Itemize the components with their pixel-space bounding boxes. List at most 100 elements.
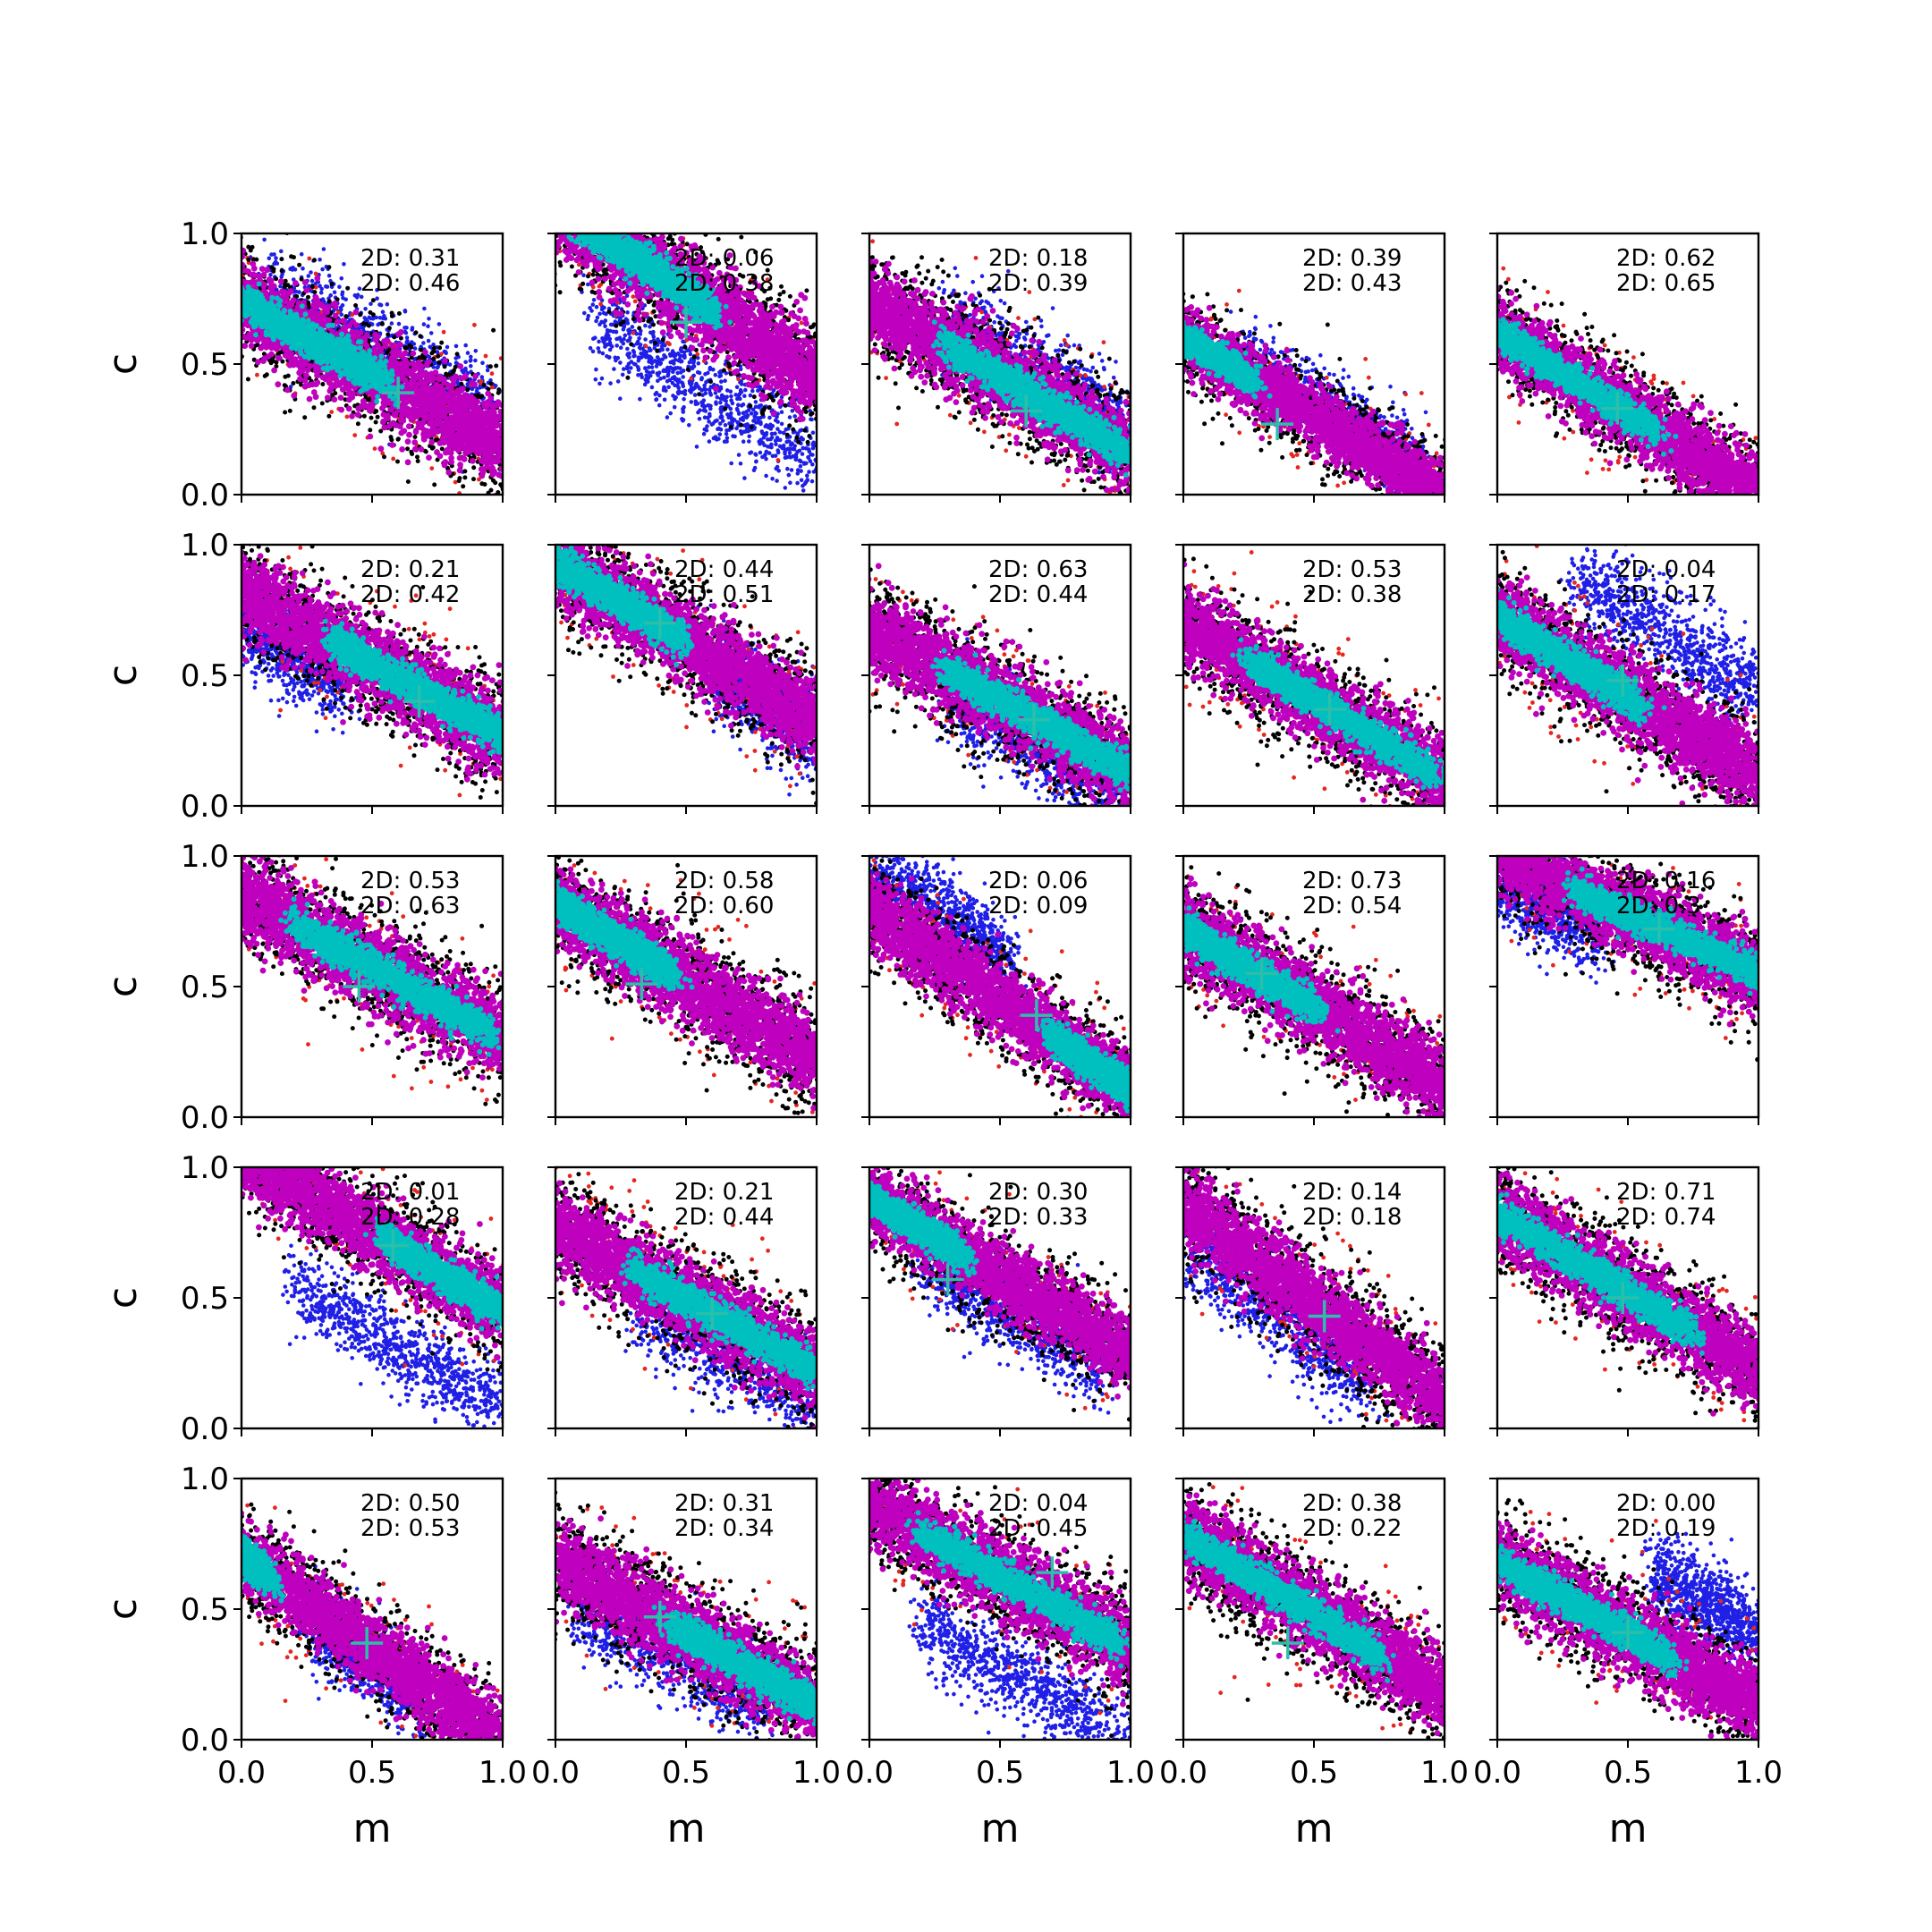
x-axis-label: m	[1295, 1806, 1334, 1852]
x-tick-label: 1.0	[1420, 1755, 1469, 1791]
x-tick-label: 0.5	[662, 1755, 710, 1791]
annotation-line-1: 2D: 0.31	[360, 245, 460, 272]
annotation-line-2: 2D: 0.19	[1616, 1515, 1716, 1542]
annotation-line-1: 2D: 0.30	[988, 1179, 1088, 1206]
series-cyan	[1230, 637, 1450, 790]
annotation-line-2: 2D: 0.38	[674, 270, 774, 297]
x-axis-label: m	[981, 1806, 1020, 1852]
annotation-line-1: 2D: 0.00	[1616, 1490, 1716, 1517]
annotation-line-1: 2D: 0.21	[360, 556, 460, 583]
y-tick-label: 1.0	[181, 216, 229, 252]
y-axis-label: c	[100, 976, 146, 997]
data-points	[529, 98, 845, 510]
annotation-line-1: 2D: 0.50	[360, 1490, 460, 1517]
x-tick-label: 0.5	[1290, 1755, 1338, 1791]
annotation-line-1: 2D: 0.62	[1616, 245, 1716, 272]
y-tick-label: 0.0	[181, 1411, 229, 1447]
annotation-line-2: 2D: 0.42	[360, 581, 460, 608]
annotation-line-1: 2D: 0.06	[988, 868, 1088, 894]
x-tick-label: 1.0	[1734, 1755, 1783, 1791]
annotation-line-2: 2D: 0.22	[1302, 1515, 1402, 1542]
annotation-line-2: 2D: 0.74	[1616, 1204, 1716, 1231]
annotation-line-1: 2D: 0.01	[360, 1179, 460, 1206]
y-tick-label: 0.5	[181, 658, 229, 694]
y-tick-label: 0.5	[181, 1281, 229, 1317]
x-tick-label: 0.5	[976, 1755, 1024, 1791]
data-points	[1158, 1101, 1479, 1520]
annotation-line-2: 2D: 0.39	[988, 270, 1088, 297]
annotation-line-2: 2D: 0.34	[674, 1515, 774, 1542]
annotation-line-1: 2D: 0.73	[1302, 868, 1402, 894]
annotation-line-1: 2D: 0.16	[1616, 868, 1716, 894]
annotation-line-2: 2D: 0.44	[674, 1204, 774, 1231]
annotation-line-1: 2D: 0.39	[1302, 245, 1402, 272]
annotation-line-2: 2D: 0.54	[1302, 893, 1402, 919]
data-points	[835, 1429, 1160, 1787]
data-points	[841, 1131, 1161, 1436]
annotation-line-1: 2D: 0.58	[674, 868, 774, 894]
annotation-line-2: 2D: 0.18	[1302, 1204, 1402, 1231]
annotation-line-2: 2D: 0.43	[1302, 270, 1402, 297]
x-axis-label: m	[1609, 1806, 1648, 1852]
y-tick-label: 0.0	[181, 789, 229, 825]
annotation-line-2: 2D: 0.09	[988, 893, 1088, 919]
data-points	[216, 1079, 533, 1449]
x-tick-label: 0.0	[1159, 1755, 1208, 1791]
x-tick-label: 1.0	[479, 1755, 527, 1791]
y-tick-label: 1.0	[181, 839, 229, 875]
annotation-line-2: 2D: 0.60	[674, 893, 774, 919]
x-tick-label: 0.5	[1604, 1755, 1652, 1791]
annotation-line-2: 2D: 0.33	[988, 1204, 1088, 1231]
y-axis-label: c	[100, 1287, 146, 1309]
data-points	[1462, 1080, 1806, 1470]
annotation-line-2: 2D: 0.17	[1616, 581, 1716, 608]
y-tick-label: 1.0	[181, 1150, 229, 1186]
annotation-line-2: 2D: 0.45	[988, 1515, 1088, 1542]
x-tick-label: 0.5	[348, 1755, 396, 1791]
y-tick-label: 0.0	[181, 1100, 229, 1136]
annotation-line-1: 2D: 0.53	[360, 868, 460, 894]
annotation-line-1: 2D: 0.71	[1616, 1179, 1716, 1206]
annotation-line-2: 2D: 0.46	[360, 270, 460, 297]
annotation-line-1: 2D: 0.04	[1616, 556, 1716, 583]
annotation-line-2: 2D: 0.38	[1302, 581, 1402, 608]
y-tick-label: 0.5	[181, 1592, 229, 1628]
x-tick-label: 0.0	[845, 1755, 894, 1791]
y-tick-label: 1.0	[181, 1462, 229, 1497]
y-tick-label: 1.0	[181, 528, 229, 564]
data-points	[1471, 256, 1788, 565]
annotation-line-2: 2D: 0.53	[360, 1515, 460, 1542]
y-tick-label: 0.5	[181, 347, 229, 383]
annotation-line-2: 2D: 0.3	[1616, 893, 1701, 919]
x-tick-label: 0.0	[217, 1755, 266, 1791]
x-axis-label: m	[353, 1806, 392, 1852]
data-points	[205, 504, 530, 818]
annotation-line-2: 2D: 0.51	[674, 581, 774, 608]
x-tick-label: 1.0	[792, 1755, 841, 1791]
y-axis-label: c	[100, 665, 146, 686]
annotation-line-2: 2D: 0.44	[988, 581, 1088, 608]
data-points	[527, 479, 842, 806]
annotation-line-1: 2D: 0.53	[1302, 556, 1402, 583]
